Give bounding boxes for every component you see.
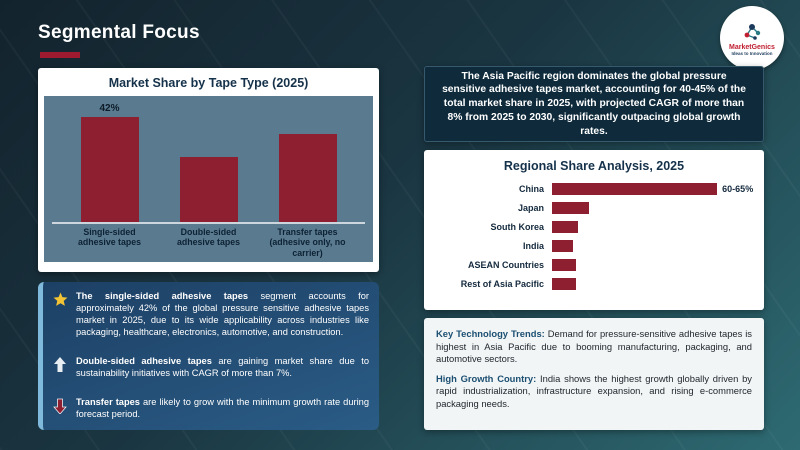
chart-row: China 60-65% bbox=[434, 179, 754, 198]
title-underline bbox=[40, 52, 80, 58]
star-icon bbox=[51, 291, 69, 307]
bar-category-label: Single-sided adhesive tapes bbox=[77, 226, 142, 248]
insight-text: Double-sided adhesive tapes are gaining … bbox=[76, 356, 369, 378]
region-label: Rest of Asia Pacific bbox=[460, 278, 544, 289]
region-label: India bbox=[522, 240, 544, 251]
chart-row: South Korea bbox=[434, 217, 754, 236]
bar-category-label: Transfer tapes (adhesive only, no carrie… bbox=[269, 226, 346, 258]
tape-type-chart-card: Market Share by Tape Type (2025) 42% Sin… bbox=[38, 68, 379, 272]
bar-column bbox=[159, 143, 258, 222]
asia-pacific-summary-box: The Asia Pacific region dominates the gl… bbox=[424, 66, 764, 142]
bar-value-label: 60-65% bbox=[722, 183, 754, 194]
page-title: Segmental Focus bbox=[38, 22, 200, 43]
bar bbox=[278, 134, 337, 222]
regional-chart-rows: China 60-65% Japan South Korea India ASEAN Co… bbox=[434, 179, 754, 293]
bar-value-label: 42% bbox=[99, 102, 120, 114]
bar-column bbox=[258, 120, 357, 222]
notes-card: Key Technology Trends: Demand for pressu… bbox=[424, 318, 764, 430]
summary-text: The Asia Pacific region dominates the gl… bbox=[442, 70, 746, 137]
regional-share-chart-card: Regional Share Analysis, 2025 China 60-65… bbox=[424, 150, 764, 310]
tape-chart-plot: 42% Single-sided adhesive tapes Double-si… bbox=[44, 96, 373, 262]
note-high-growth-country: High Growth Country: India shows the hig… bbox=[436, 372, 752, 409]
chart-row: Japan bbox=[434, 198, 754, 217]
region-label: South Korea bbox=[490, 221, 544, 232]
bar bbox=[552, 239, 574, 252]
regional-chart-title: Regional Share Analysis, 2025 bbox=[503, 159, 685, 173]
tape-chart-categories: Single-sided adhesive tapes Double-sided … bbox=[52, 224, 365, 258]
insight-item-transfer: Transfer tapes are likely to grow with t… bbox=[51, 397, 369, 421]
bar bbox=[552, 277, 576, 290]
region-label: China bbox=[518, 183, 544, 194]
logo-brand: MarketGenics bbox=[729, 44, 775, 51]
insight-text: The single-sided adhesive tapes segment … bbox=[76, 291, 369, 337]
bar bbox=[552, 258, 576, 271]
chart-row: Rest of Asia Pacific bbox=[434, 274, 754, 293]
bar bbox=[179, 156, 238, 222]
note-technology-trends: Key Technology Trends: Demand for pressu… bbox=[436, 328, 752, 364]
company-logo: MarketGenics Ideas to Innovation bbox=[720, 6, 784, 70]
insight-item-double-sided: Double-sided adhesive tapes are gaining … bbox=[51, 356, 369, 380]
insights-panel: The single-sided adhesive tapes segment … bbox=[38, 282, 379, 430]
bar bbox=[80, 116, 139, 222]
arrow-down-icon bbox=[51, 397, 69, 415]
tape-chart-bars: 42% bbox=[52, 102, 365, 224]
tape-chart-title: Market Share by Tape Type (2025) bbox=[108, 76, 309, 90]
insight-item-single-sided: The single-sided adhesive tapes segment … bbox=[51, 291, 369, 339]
insight-text: Transfer tapes are likely to grow with t… bbox=[76, 397, 369, 420]
arrow-up-icon bbox=[51, 356, 69, 373]
logo-tagline: Ideas to Innovation bbox=[731, 51, 773, 56]
bar bbox=[552, 201, 589, 214]
bar bbox=[552, 220, 579, 233]
region-label: ASEAN Countries bbox=[467, 259, 544, 270]
bar-category-label: Double-sided adhesive tapes bbox=[176, 226, 241, 248]
bar bbox=[552, 182, 718, 195]
chart-row: India bbox=[434, 236, 754, 255]
bar-column: 42% bbox=[60, 103, 159, 222]
region-label: Japan bbox=[517, 202, 544, 213]
chart-row: ASEAN Countries bbox=[434, 255, 754, 274]
molecule-icon bbox=[744, 24, 761, 40]
